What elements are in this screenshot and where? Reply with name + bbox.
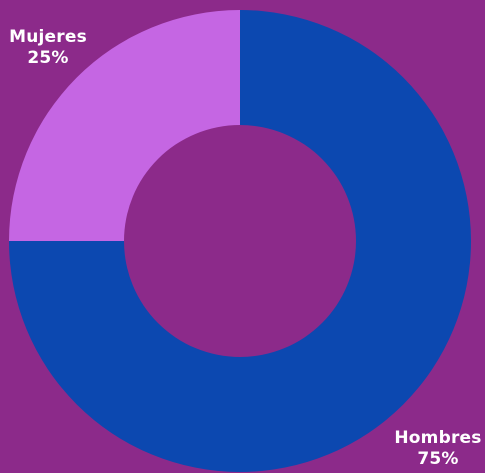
slice-mujeres xyxy=(9,10,240,241)
hombres-value: 75% xyxy=(417,449,459,469)
mujeres-name: Mujeres xyxy=(9,27,87,47)
mujeres-value: 25% xyxy=(27,48,69,68)
slice-hombres xyxy=(9,10,471,472)
hombres-label: Hombres 75% xyxy=(392,428,484,470)
mujeres-label: Mujeres 25% xyxy=(2,27,94,69)
hombres-name: Hombres xyxy=(394,428,482,448)
